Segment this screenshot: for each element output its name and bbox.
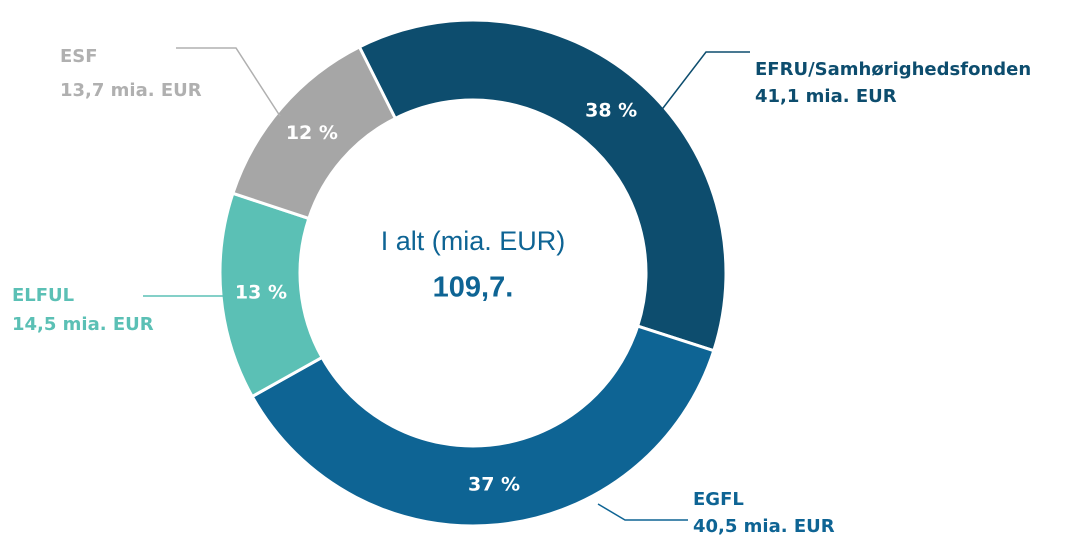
category-label: ELFUL — [12, 285, 74, 306]
percentage-label: 38 % — [585, 99, 637, 121]
leader-line — [176, 47, 281, 117]
total-label: 109,7. — [433, 272, 514, 304]
value-label: 13,7 mia. EUR — [60, 80, 202, 101]
leader-line — [597, 503, 688, 521]
value-label: 41,1 mia. EUR — [755, 86, 897, 107]
value-label: 40,5 mia. EUR — [693, 516, 835, 536]
percentage-label: 12 % — [286, 122, 338, 144]
donut-segment — [230, 44, 398, 221]
category-label: EFRU/Samhørighedsfonden — [755, 59, 1031, 80]
center-label: I alt (mia. EUR) — [381, 226, 566, 256]
category-label: EGFL — [693, 489, 744, 510]
leader-line — [659, 51, 750, 113]
percentage-label: 37 % — [468, 473, 520, 495]
percentage-label: 13 % — [235, 282, 287, 304]
value-label: 14,5 mia. EUR — [12, 314, 154, 335]
donut-segment — [356, 18, 728, 353]
donut-segment — [250, 324, 716, 528]
category-label: ESF — [60, 46, 98, 67]
